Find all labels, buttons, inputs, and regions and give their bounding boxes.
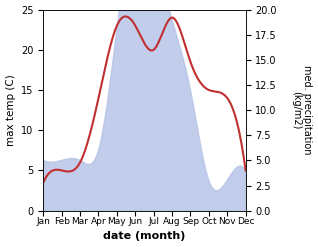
Y-axis label: med. precipitation
(kg/m2): med. precipitation (kg/m2) (291, 65, 313, 155)
Y-axis label: max temp (C): max temp (C) (5, 74, 16, 146)
X-axis label: date (month): date (month) (103, 231, 186, 242)
